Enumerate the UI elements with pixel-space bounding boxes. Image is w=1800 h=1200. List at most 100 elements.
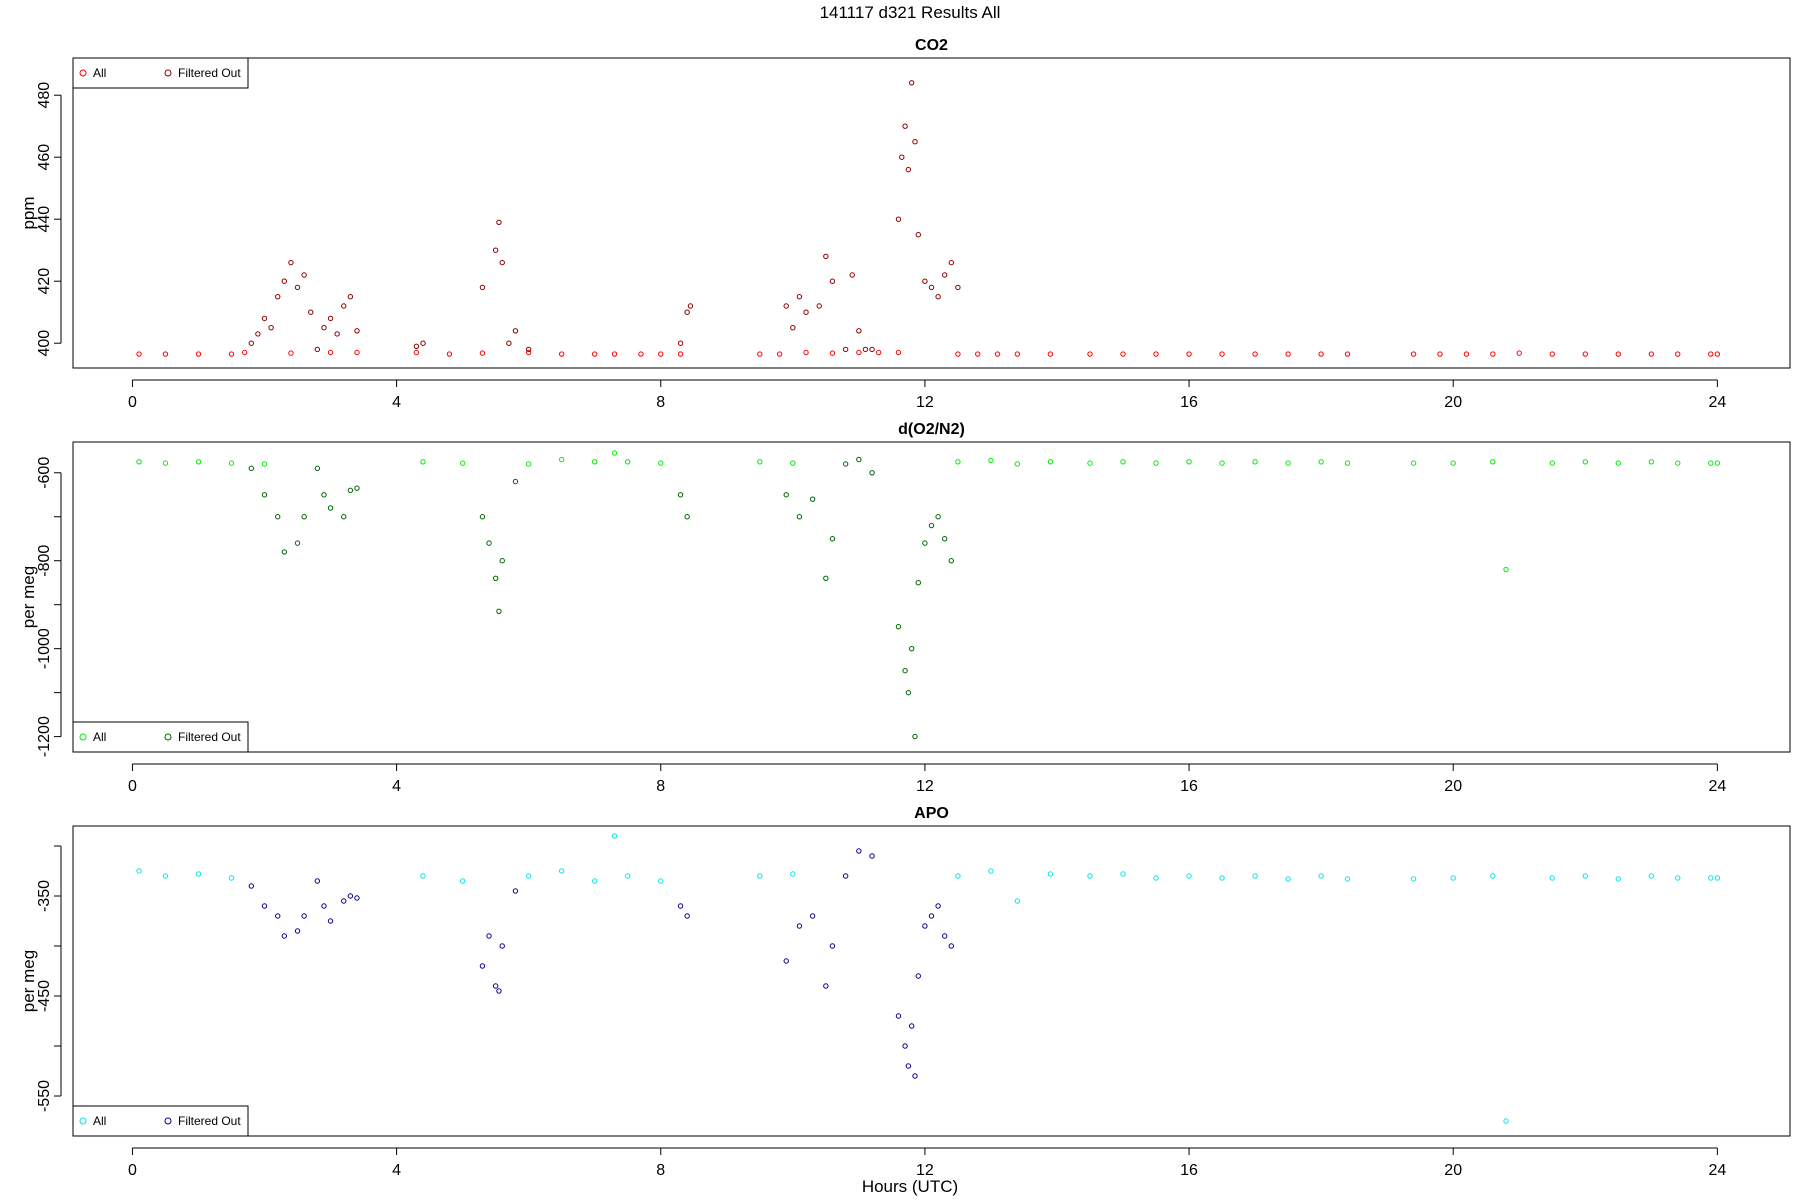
panel-2-legend-marker [164,733,172,741]
panel-2-point-filtered [928,522,935,529]
panel-1-point-filtered [301,272,307,278]
panel-3-point-all [625,873,631,879]
panel-2-point-filtered [321,492,327,498]
panel-1-point-all [776,351,783,357]
panel-1-point-filtered [496,219,502,226]
panel-2-point-all [558,456,565,463]
panel-1-point-all [558,351,565,357]
panel-1-point-all [1410,351,1417,357]
panel-1-point-filtered [506,340,512,346]
panel-3-point-filtered [301,913,307,919]
panel-2-point-all [195,459,202,465]
panel-1-point-all [354,349,360,356]
panel-2-point-filtered [783,492,789,498]
panel-2-point-filtered [347,487,354,494]
panel-1-point-filtered [823,253,829,260]
panel-1-point-filtered [684,309,690,315]
panel-2-y-tick-label: -800 [36,545,53,577]
panel-1-point-all [658,351,664,357]
panel-2-point-all [790,460,796,466]
panel-1-frame [72,57,1791,369]
panel-3-point-all [1675,875,1681,881]
panel-1-point-all [525,349,532,356]
panel-3-point-filtered [905,1063,912,1069]
panel-2-point-all [1318,459,1324,465]
panel-1-point-all [1549,351,1555,357]
panel-3-x-tick-label: 4 [392,1162,401,1179]
panel-3-x-tick-label: 12 [916,1162,934,1179]
panel-1-point-all [994,351,1001,357]
panel-1-legend-marker [164,69,172,77]
panel-1-point-filtered [803,309,809,315]
panel-2-y-tick-label: -1000 [36,628,53,669]
panel-1-point-filtered [413,343,420,349]
panel-2-point-all [1648,459,1655,465]
panel-2-y-axis-label: per meg [19,566,38,628]
panel-2-point-all [1615,460,1622,466]
panel-3-point-all [611,833,618,839]
panel-2-point-filtered [512,478,519,485]
panel-1-point-filtered [790,325,796,331]
panel-2-legend-label: All [93,730,106,744]
panel-2-frame [72,441,1791,753]
panel-2-point-filtered [479,514,486,520]
panel-1-point-filtered [783,303,789,309]
panel-3-point-filtered [321,903,327,909]
panel-3-x-tick-label: 24 [1708,1162,1726,1179]
panel-1-point-filtered [899,154,905,160]
panel-3-point-filtered [327,918,334,924]
panel-2-point-filtered [496,608,502,614]
panel-3-point-all [1615,876,1622,882]
panel-1-point-filtered [948,259,955,266]
panel-1-point-all [1120,351,1126,357]
panel-2-point-all [592,459,598,465]
panel-3-point-all [558,868,565,874]
panel-3-point-filtered [796,923,803,929]
panel-2-point-filtered [492,575,499,582]
panel-1-point-filtered [261,315,268,322]
panel-2-title: d(O2/N2) [898,421,965,438]
panel-3-point-filtered [856,848,862,854]
panel-1-point-filtered [255,331,261,337]
panel-2-point-filtered [902,667,908,674]
panel-1-y-tick-label: 480 [36,82,53,109]
panel-3-point-filtered [677,903,684,909]
panel-1-point-all [327,349,334,356]
panel-3-point-all [1153,875,1159,881]
panel-1-point-filtered [479,284,486,291]
panel-2-point-all [228,460,235,466]
panel-3-point-filtered [829,943,836,949]
panel-3-point-all [1120,871,1126,877]
panel-1-point-filtered [492,247,499,253]
panel-1-point-all [1437,351,1443,357]
panel-2-point-all [757,459,763,465]
panel-1-point-filtered [288,259,294,266]
panel-1-legend [72,57,249,89]
panel-3-point-filtered [684,913,690,919]
panel-1-point-all [1516,350,1522,356]
panel-3-legend-label: Filtered Out [178,1114,241,1128]
panel-3-legend-label: All [93,1114,106,1128]
panel-2-x-tick-label: 16 [1180,778,1198,795]
panel-3-x-tick-label: 8 [656,1162,665,1179]
panel-2-point-all [988,457,994,464]
panel-1-point-all [1186,351,1192,357]
panel-3-y-tick-label: -350 [36,880,53,912]
panel-3-point-all [1549,875,1555,881]
panel-3-legend [72,1105,249,1137]
panel-1-point-filtered [955,284,961,291]
panel-2-point-filtered [301,514,307,520]
panel-3-point-all [420,873,426,879]
panel-2-point-all [1450,460,1456,466]
panel-2-point-filtered [908,645,915,652]
panel-1-legend-marker [79,69,87,77]
panel-2-point-all [611,450,618,456]
panel-2-point-filtered [294,540,301,546]
panel-2-point-filtered [677,492,684,498]
panel-2-point-all [1344,460,1351,466]
panel-1-point-filtered [499,259,505,266]
panel-3-point-all [1708,875,1714,881]
panel-1-point-all [1714,351,1721,357]
panel-2-point-filtered [796,514,803,520]
panel-2-point-all [1675,460,1681,466]
